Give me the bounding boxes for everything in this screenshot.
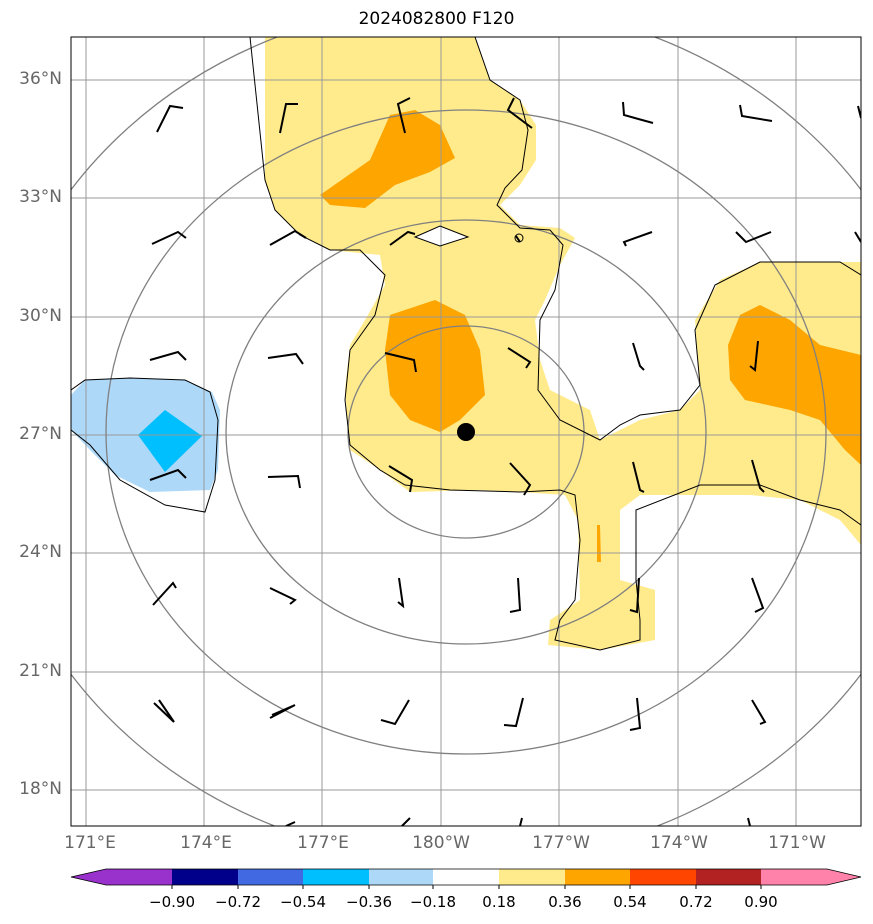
colorbar-segment	[433, 869, 499, 885]
colorbar-tick-label: 0.90	[744, 893, 778, 911]
storm-center-marker	[457, 423, 475, 441]
lon-label: 177°E	[297, 833, 349, 853]
colorbar-segment	[106, 869, 172, 885]
lat-label: 18°N	[19, 779, 62, 799]
colorbar-segment	[303, 869, 369, 885]
colorbar-tick-label: −0.72	[215, 893, 261, 911]
colorbar-tick-label: −0.36	[346, 893, 392, 911]
lat-label: 30°N	[19, 306, 62, 326]
strong-anomaly-n	[320, 110, 455, 208]
colorbar-segment	[565, 869, 630, 885]
graticule	[71, 37, 861, 826]
lon-label: 171°E	[64, 833, 116, 853]
anomaly-fill	[71, 37, 861, 650]
colorbar-tick-label: 0.54	[613, 893, 647, 911]
outline-contours	[71, 37, 861, 651]
colorbar-segment	[238, 869, 304, 885]
colorbar-segment	[71, 869, 106, 885]
colorbar-tick-label: −0.90	[149, 893, 195, 911]
strong-anomaly-e	[728, 305, 861, 465]
colorbar-segment	[499, 869, 565, 885]
lat-label: 33°N	[19, 187, 62, 207]
lat-label: 27°N	[19, 424, 62, 444]
colorbar-tick-label: 0.36	[548, 893, 582, 911]
colorbar-segment	[827, 869, 861, 885]
colorbar-segment	[630, 869, 696, 885]
lon-label: 177°W	[532, 833, 590, 853]
lon-label: 180°W	[412, 833, 470, 853]
colorbar-tick-label: 0.72	[679, 893, 713, 911]
lon-label: 171°W	[768, 833, 826, 853]
lat-label: 24°N	[19, 542, 62, 562]
plot-frame	[70, 36, 862, 827]
lon-label: 174°W	[650, 833, 708, 853]
lon-label: 174°E	[180, 833, 232, 853]
range-rings	[71, 37, 861, 826]
colorbar-segment	[172, 869, 238, 885]
wind-barbs	[149, 97, 861, 826]
colorbar-tick-label: −0.54	[280, 893, 326, 911]
colorbar-tick-label: 0.18	[482, 893, 516, 911]
strong-negative-anomaly	[138, 410, 202, 472]
colorbar-segment	[369, 869, 433, 885]
map-title: 2024082800 F120	[358, 9, 515, 29]
strong-anomaly-center	[385, 300, 485, 432]
lat-label: 36°N	[19, 69, 62, 89]
colorbar	[70, 868, 862, 889]
colorbar-segment	[761, 869, 827, 885]
colorbar-segment	[696, 869, 761, 885]
colorbar-tick-label: −0.18	[410, 893, 456, 911]
positive-anomaly-region	[265, 37, 861, 650]
lat-label: 21°N	[19, 661, 62, 681]
